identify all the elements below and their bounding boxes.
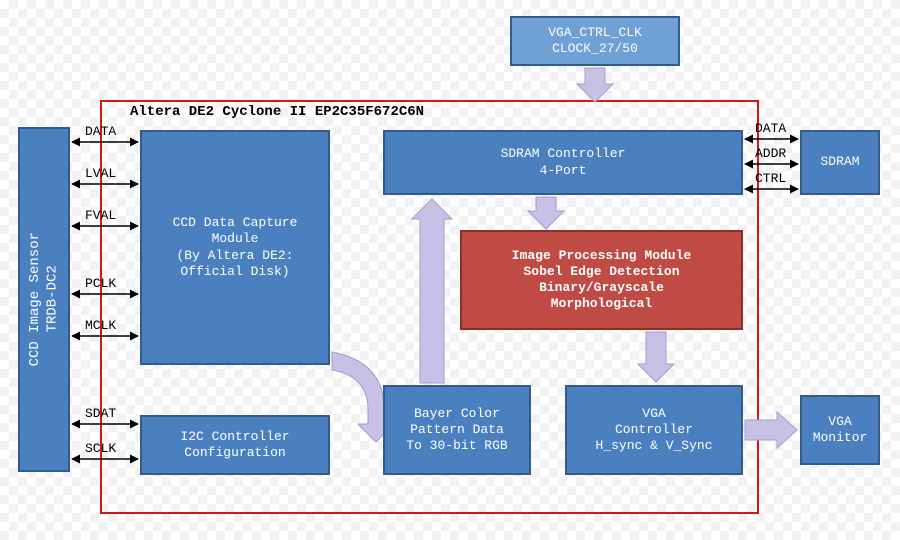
block-bayer: Bayer Color Pattern Data To 30-bit RGB <box>383 385 531 475</box>
i2c-label: I2C Controller Configuration <box>180 429 289 462</box>
sig-data-r: DATA <box>755 121 786 136</box>
block-ccd-capture: CCD Data Capture Module (By Altera DE2: … <box>140 130 330 365</box>
sdram-ctrl-label: SDRAM Controller 4-Port <box>501 146 626 179</box>
block-sdram: SDRAM <box>800 130 880 195</box>
sig-addr: ADDR <box>755 146 786 161</box>
sig-mclk: MCLK <box>85 318 116 333</box>
sdram-label: SDRAM <box>820 154 859 170</box>
diagram-canvas: Altera DE2 Cyclone II EP2C35F672C6N CCD … <box>0 0 900 540</box>
sig-ctrl: CTRL <box>755 171 786 186</box>
block-i2c: I2C Controller Configuration <box>140 415 330 475</box>
ccd-sensor-label: CCD Image Sensor TRDB-DC2 <box>27 232 62 366</box>
fpga-title: Altera DE2 Cyclone II EP2C35F672C6N <box>130 104 424 120</box>
sig-sdat: SDAT <box>85 406 116 421</box>
sig-sclk: SCLK <box>85 441 116 456</box>
block-vga-ctrl: VGA Controller H_sync & V_Sync <box>565 385 743 475</box>
sig-fval: FVAL <box>85 208 116 223</box>
vga-clk-label: VGA_CTRL_CLK CLOCK_27/50 <box>548 25 642 58</box>
block-ccd-sensor: CCD Image Sensor TRDB-DC2 <box>18 127 70 472</box>
block-vga-monitor: VGA Monitor <box>800 395 880 465</box>
block-vga-clk: VGA_CTRL_CLK CLOCK_27/50 <box>510 16 680 66</box>
ccd-capture-label: CCD Data Capture Module (By Altera DE2: … <box>173 215 298 280</box>
sig-data-l: DATA <box>85 124 116 139</box>
sig-lval: LVAL <box>85 166 116 181</box>
block-sdram-ctrl: SDRAM Controller 4-Port <box>383 130 743 195</box>
sig-pclk: PCLK <box>85 276 116 291</box>
img-proc-label: Image Processing Module Sobel Edge Detec… <box>512 248 691 313</box>
vga-monitor-label: VGA Monitor <box>813 414 868 447</box>
vga-ctrl-label: VGA Controller H_sync & V_Sync <box>595 406 712 455</box>
block-img-proc: Image Processing Module Sobel Edge Detec… <box>460 230 743 330</box>
bayer-label: Bayer Color Pattern Data To 30-bit RGB <box>406 406 507 455</box>
